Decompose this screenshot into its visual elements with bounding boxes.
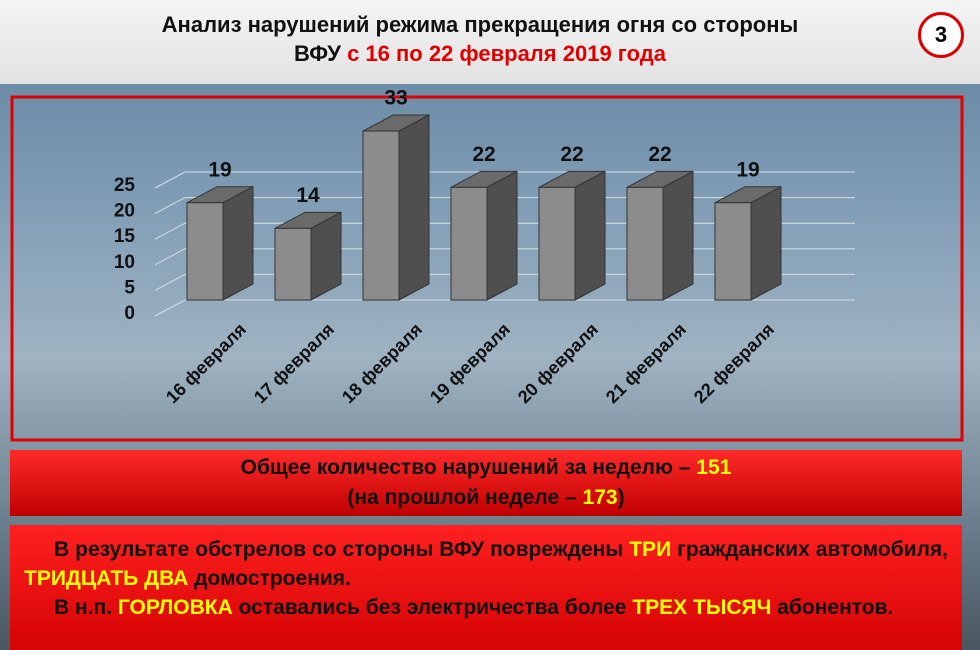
y-tick-label: 20 (114, 201, 135, 222)
text: оставались без электричества более (238, 596, 627, 619)
highlight: ТРИДЦАТЬ ДВА (24, 567, 189, 590)
value-label: 19 (208, 158, 231, 181)
x-tick-label: 19 февраля (426, 319, 514, 407)
bar-side (662, 170, 694, 301)
header: Анализ нарушений режима прекращения огня… (0, 0, 980, 84)
summary-text: Общее количество нарушений за неделю – (240, 456, 691, 479)
value-label: 22 (472, 143, 495, 166)
paragraph: В результате обстрелов со стороны ВФУ по… (24, 535, 948, 593)
highlight: ГОРЛОВКА (117, 596, 233, 619)
details: В результате обстрелов со стороны ВФУ по… (10, 525, 962, 650)
x-tick-label: 22 февраля (690, 319, 778, 407)
paragraph: В н.п. ГОРЛОВКА оставались без электриче… (24, 593, 948, 622)
bar (362, 130, 400, 301)
bar (274, 227, 312, 301)
title: Анализ нарушений режима прекращения огня… (40, 10, 920, 68)
title-line: Анализ нарушений режима прекращения огня… (161, 12, 799, 37)
text: гражданских автомобиля, (677, 538, 949, 561)
bar (186, 202, 224, 301)
bar-side (222, 185, 254, 301)
summary-text: (на прошлой неделе – (347, 486, 577, 509)
value-label: 19 (736, 158, 759, 181)
x-tick-label: 16 февраля (162, 319, 250, 407)
x-tick-label: 20 февраля (514, 319, 602, 407)
y-tick-label: 25 (114, 175, 136, 196)
value-label: 14 (296, 184, 320, 207)
title-line: ВФУ (293, 41, 341, 66)
grid-line (154, 171, 855, 189)
bar-side (750, 185, 782, 301)
text: домостроения. (194, 567, 351, 590)
bar-side (398, 114, 430, 301)
bar (538, 186, 576, 301)
y-tick-label: 10 (114, 252, 135, 273)
x-tick-label: 17 февраля (250, 319, 338, 407)
highlight: ТРИ (629, 538, 672, 561)
value-label: 33 (384, 87, 407, 110)
summary: Общее количество нарушений за неделю – 1… (10, 450, 962, 516)
x-tick-label: 21 февраля (602, 319, 690, 407)
previous-total: 173 (582, 486, 618, 509)
text: В н.п. (54, 596, 113, 619)
bar-side (574, 170, 606, 301)
week-total: 151 (696, 456, 732, 479)
bar (450, 186, 488, 301)
bar (714, 202, 752, 301)
text: абонентов. (777, 596, 894, 619)
bar-side (486, 170, 518, 301)
y-tick-label: 5 (124, 277, 135, 298)
bar (626, 186, 664, 301)
summary-text: ) (617, 486, 625, 509)
chart-frame (10, 95, 964, 442)
highlight: ТРЕХ ТЫСЯЧ (632, 596, 772, 619)
slide-number: 3 (918, 12, 964, 58)
x-tick-label: 18 февраля (338, 319, 426, 407)
y-tick-label: 0 (124, 303, 135, 324)
text: В результате обстрелов со стороны ВФУ по… (54, 538, 624, 561)
value-label: 22 (648, 143, 671, 166)
grid-line (154, 299, 855, 317)
value-label: 22 (560, 143, 583, 166)
y-tick-label: 15 (114, 226, 136, 247)
title-highlight: с 16 по 22 февраля 2019 года (347, 41, 667, 66)
